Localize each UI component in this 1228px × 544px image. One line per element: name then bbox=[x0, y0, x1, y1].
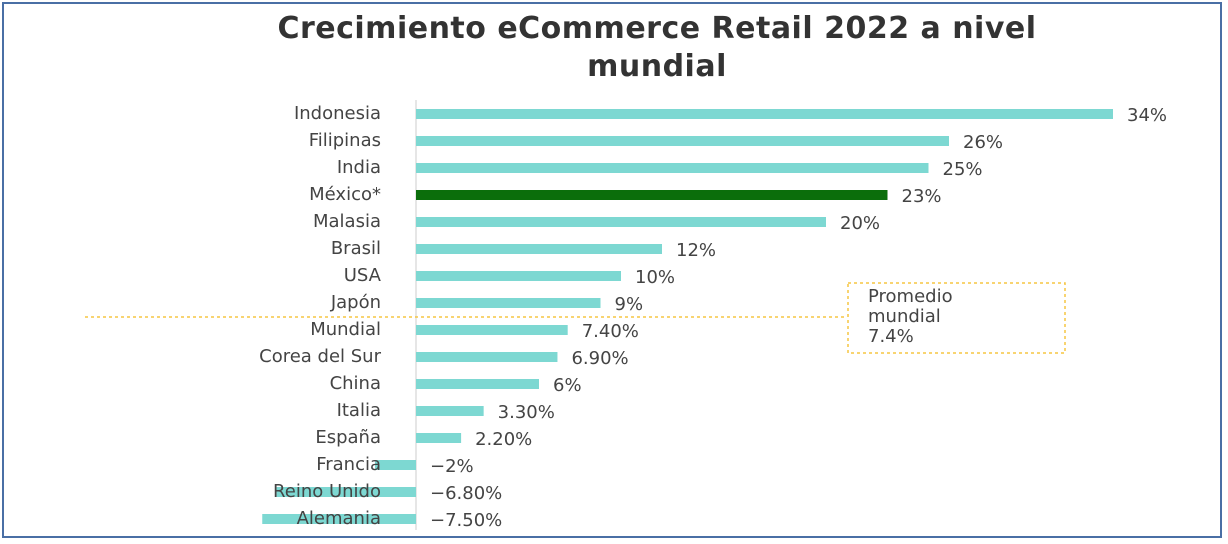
value-label: 23% bbox=[902, 186, 942, 207]
category-label: Alemania bbox=[297, 508, 381, 529]
category-label: Francia bbox=[316, 454, 381, 475]
value-label: −2% bbox=[430, 456, 474, 477]
bar bbox=[416, 217, 826, 227]
annotation-text: mundial bbox=[868, 306, 941, 327]
category-label: Indonesia bbox=[294, 103, 381, 124]
value-label: 3.30% bbox=[498, 402, 555, 423]
value-label: 7.40% bbox=[582, 321, 639, 342]
bar bbox=[416, 136, 949, 146]
category-label: Malasia bbox=[313, 211, 381, 232]
bar bbox=[416, 379, 539, 389]
bar bbox=[416, 433, 462, 443]
bar bbox=[416, 298, 601, 308]
frame bbox=[2, 2, 1222, 538]
value-label: 6% bbox=[553, 375, 582, 396]
value-label: 34% bbox=[1127, 105, 1167, 126]
bar bbox=[416, 406, 484, 416]
bar bbox=[416, 244, 662, 254]
value-label: 6.90% bbox=[571, 348, 628, 369]
value-label: 10% bbox=[635, 267, 675, 288]
bar bbox=[416, 352, 558, 362]
value-label: 12% bbox=[676, 240, 716, 261]
bar bbox=[416, 163, 929, 173]
annotation-text: 7.4% bbox=[868, 326, 914, 347]
category-label: USA bbox=[344, 265, 382, 286]
annotation-box bbox=[847, 282, 1066, 354]
category-label: Brasil bbox=[331, 238, 381, 259]
bar bbox=[416, 109, 1113, 119]
chart-title: Crecimiento eCommerce Retail 2022 a nive… bbox=[277, 11, 1037, 84]
bar bbox=[416, 271, 621, 281]
bar bbox=[375, 460, 416, 470]
bar bbox=[416, 325, 568, 335]
value-label: 20% bbox=[840, 213, 880, 234]
category-label: México* bbox=[309, 184, 381, 205]
value-label: −7.50% bbox=[430, 510, 502, 531]
category-label: Corea del Sur bbox=[259, 346, 381, 367]
category-label: Reino Unido bbox=[273, 481, 381, 502]
value-label: −6.80% bbox=[430, 483, 502, 504]
category-label: China bbox=[330, 373, 381, 394]
value-label: 9% bbox=[615, 294, 644, 315]
category-label: India bbox=[337, 157, 381, 178]
value-label: 25% bbox=[943, 159, 983, 180]
value-label: 26% bbox=[963, 132, 1003, 153]
category-label: Filipinas bbox=[309, 130, 381, 151]
annotation-text: Promedio bbox=[868, 286, 953, 307]
bar bbox=[276, 487, 416, 497]
category-label: Italia bbox=[337, 400, 381, 421]
bar bbox=[416, 190, 888, 200]
category-label: Mundial bbox=[310, 319, 381, 340]
category-label: España bbox=[315, 427, 381, 448]
bar bbox=[262, 514, 416, 524]
category-label: Japón bbox=[330, 292, 381, 313]
value-label: 2.20% bbox=[475, 429, 532, 450]
